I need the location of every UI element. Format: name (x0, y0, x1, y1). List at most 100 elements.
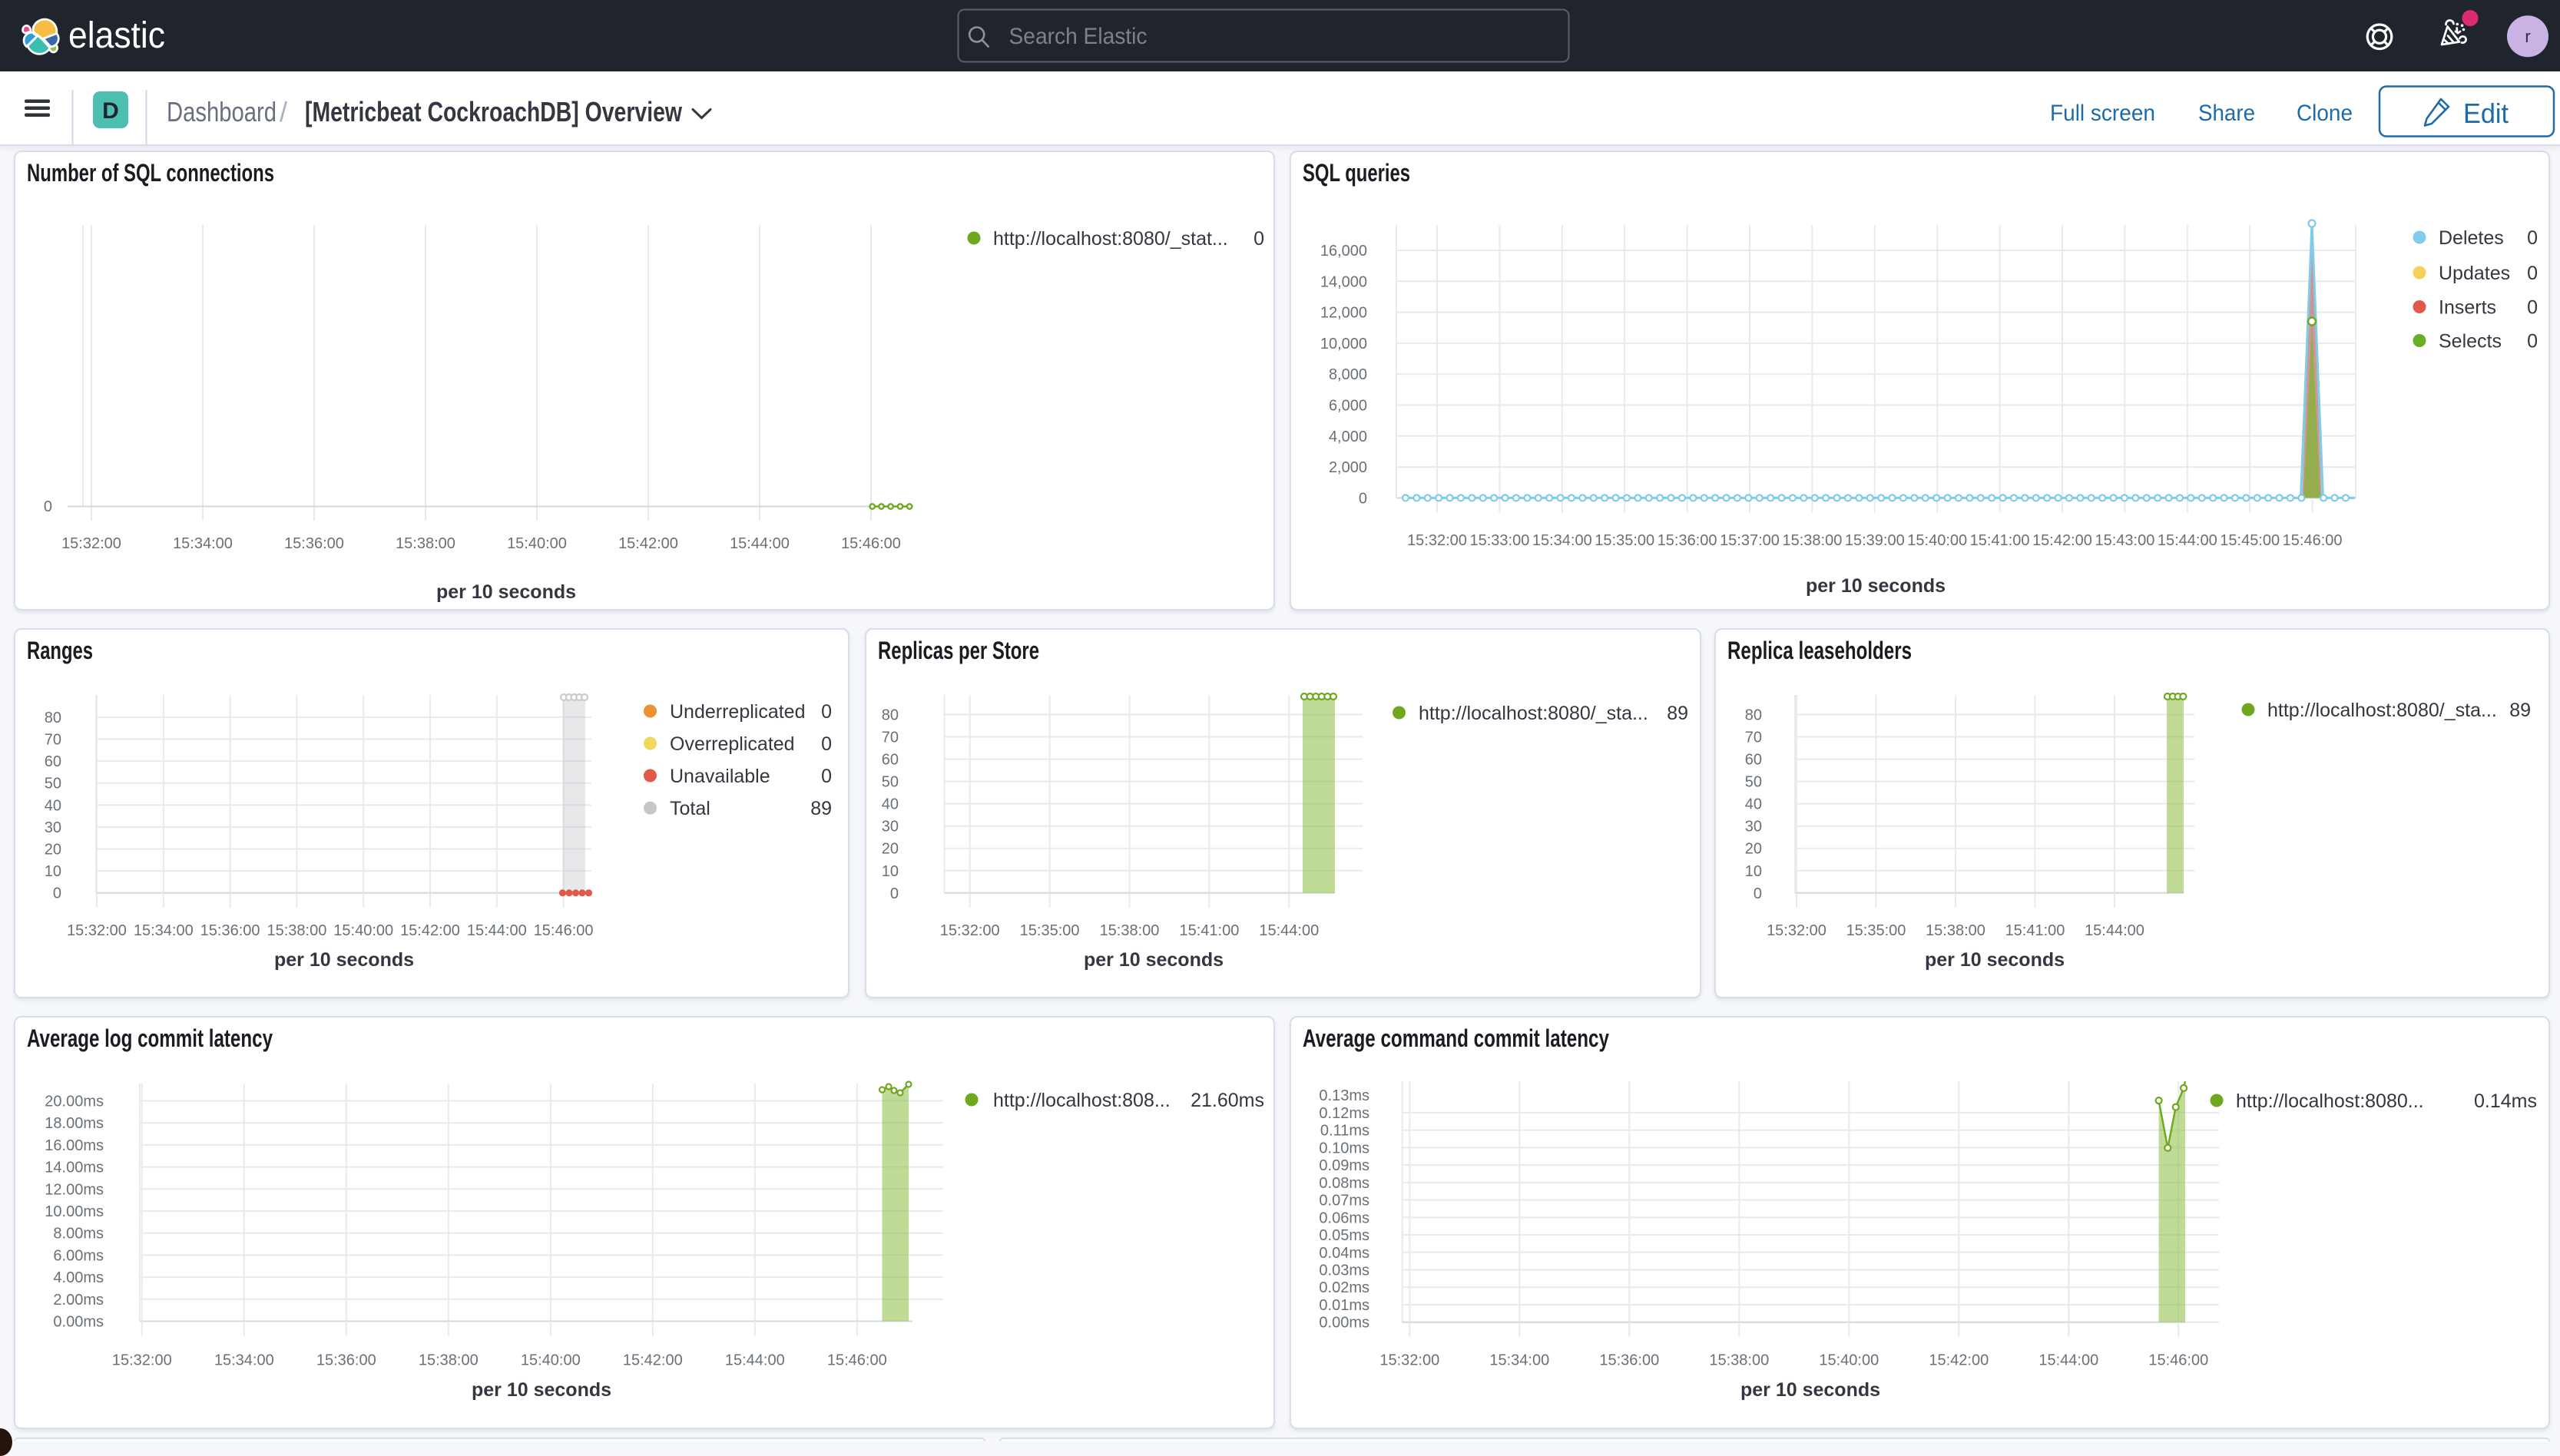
svg-text:15:39:00: 15:39:00 (1845, 532, 1905, 549)
svg-text:15:46:00: 15:46:00 (534, 922, 594, 939)
svg-text:30: 30 (1745, 819, 1762, 836)
svg-text:15:32:00: 15:32:00 (1407, 532, 1467, 549)
svg-text:30: 30 (45, 819, 61, 836)
svg-text:http://localhost:808...: http://localhost:808... (993, 1090, 1171, 1111)
svg-text:0: 0 (821, 733, 832, 755)
svg-text:16,000: 16,000 (1320, 243, 1367, 260)
svg-text:0.12ms: 0.12ms (1319, 1105, 1369, 1122)
svg-text:Updates: Updates (2439, 263, 2510, 284)
svg-text:Deletes: Deletes (2439, 227, 2504, 249)
svg-text:40: 40 (45, 797, 61, 814)
svg-text:15:35:00: 15:35:00 (1020, 922, 1080, 939)
svg-text:89: 89 (1667, 703, 1688, 724)
svg-text:0.07ms: 0.07ms (1319, 1193, 1369, 1209)
svg-text:0: 0 (1359, 490, 1367, 507)
svg-text:Ranges: Ranges (27, 637, 93, 664)
svg-text:16.00ms: 16.00ms (45, 1137, 104, 1154)
svg-text:per 10 seconds: per 10 seconds (1925, 949, 2065, 971)
svg-text:10: 10 (1745, 863, 1762, 880)
svg-text:20: 20 (1745, 841, 1762, 858)
svg-text:40: 40 (882, 796, 899, 813)
svg-text:per 10 seconds: per 10 seconds (436, 581, 576, 603)
svg-text:21.60ms: 21.60ms (1191, 1090, 1264, 1111)
svg-text:15:42:00: 15:42:00 (400, 922, 460, 939)
svg-text:15:44:00: 15:44:00 (1259, 922, 1319, 939)
svg-text:30: 30 (882, 819, 899, 836)
svg-text:0.00ms: 0.00ms (1319, 1315, 1369, 1332)
svg-text:15:38:00: 15:38:00 (419, 1352, 479, 1369)
svg-text:14.00ms: 14.00ms (45, 1160, 104, 1176)
svg-text:Replicas per Store: Replicas per Store (878, 637, 1039, 664)
svg-text:15:46:00: 15:46:00 (2148, 1352, 2208, 1369)
svg-text:0.10ms: 0.10ms (1319, 1140, 1369, 1157)
svg-text:15:43:00: 15:43:00 (2095, 532, 2154, 549)
svg-text:per 10 seconds: per 10 seconds (274, 949, 414, 971)
svg-text:Selects: Selects (2439, 331, 2502, 352)
svg-text:15:32:00: 15:32:00 (1767, 922, 1826, 939)
svg-text:0.05ms: 0.05ms (1319, 1227, 1369, 1244)
svg-text:Dashboard: Dashboard (167, 96, 277, 127)
svg-text:15:37:00: 15:37:00 (1720, 532, 1780, 549)
svg-text:Search Elastic: Search Elastic (1009, 24, 1148, 49)
svg-text:15:36:00: 15:36:00 (1658, 532, 1717, 549)
svg-text:Average log commit latency: Average log commit latency (27, 1024, 273, 1052)
svg-text:18.00ms: 18.00ms (45, 1115, 104, 1132)
svg-text:8.00ms: 8.00ms (53, 1226, 104, 1243)
svg-text:80: 80 (882, 707, 899, 724)
svg-text:15:38:00: 15:38:00 (396, 535, 455, 552)
svg-text:50: 50 (882, 774, 899, 791)
svg-text:0: 0 (890, 885, 899, 902)
svg-text:15:36:00: 15:36:00 (284, 535, 344, 552)
svg-text:Edit: Edit (2463, 98, 2509, 129)
svg-text:Replica leaseholders: Replica leaseholders (1727, 637, 1912, 664)
svg-text:15:41:00: 15:41:00 (1970, 532, 2030, 549)
svg-text:15:32:00: 15:32:00 (1379, 1352, 1439, 1369)
svg-text:per 10 seconds: per 10 seconds (1084, 949, 1224, 971)
svg-text:15:42:00: 15:42:00 (618, 535, 678, 552)
svg-text:15:38:00: 15:38:00 (1709, 1352, 1769, 1369)
svg-text:80: 80 (45, 710, 61, 726)
svg-text:15:44:00: 15:44:00 (2158, 532, 2217, 549)
svg-text:15:41:00: 15:41:00 (2005, 922, 2065, 939)
svg-text:10,000: 10,000 (1320, 336, 1367, 352)
svg-text:89: 89 (810, 798, 832, 819)
svg-text:15:35:00: 15:35:00 (1846, 922, 1906, 939)
svg-text:15:44:00: 15:44:00 (2038, 1352, 2098, 1369)
svg-text:15:46:00: 15:46:00 (2283, 532, 2343, 549)
svg-text:http://localhost:8080...: http://localhost:8080... (2236, 1090, 2424, 1112)
svg-text:70: 70 (45, 732, 61, 749)
svg-text:15:44:00: 15:44:00 (730, 535, 790, 552)
svg-text:15:45:00: 15:45:00 (2220, 532, 2280, 549)
svg-text:0: 0 (2527, 331, 2538, 352)
svg-text:15:40:00: 15:40:00 (521, 1352, 581, 1369)
svg-text:6.00ms: 6.00ms (53, 1247, 104, 1264)
svg-text:89: 89 (2509, 700, 2531, 721)
svg-text:D: D (102, 98, 119, 124)
svg-text:15:38:00: 15:38:00 (267, 922, 326, 939)
svg-text:12,000: 12,000 (1320, 305, 1367, 322)
svg-text:2.00ms: 2.00ms (53, 1292, 104, 1309)
svg-text:Share: Share (2198, 101, 2255, 126)
svg-text:per 10 seconds: per 10 seconds (472, 1379, 611, 1401)
svg-text:20: 20 (882, 841, 899, 858)
svg-text:Average command commit latency: Average command commit latency (1303, 1024, 1609, 1052)
svg-text:40: 40 (1745, 796, 1762, 813)
svg-text:15:34:00: 15:34:00 (1532, 532, 1592, 549)
svg-text:8,000: 8,000 (1329, 366, 1367, 383)
svg-text:15:38:00: 15:38:00 (1926, 922, 1985, 939)
svg-text:15:41:00: 15:41:00 (1179, 922, 1239, 939)
svg-text:0.03ms: 0.03ms (1319, 1262, 1369, 1279)
svg-text:[Metricbeat CockroachDB] Overv: [Metricbeat CockroachDB] Overview (305, 96, 683, 127)
svg-text:15:46:00: 15:46:00 (827, 1352, 887, 1369)
svg-text:0: 0 (821, 701, 832, 723)
svg-text:Number of SQL connections: Number of SQL connections (27, 159, 274, 187)
svg-text:http://localhost:8080/_stat...: http://localhost:8080/_stat... (993, 228, 1228, 250)
svg-text:elastic: elastic (68, 15, 165, 56)
svg-text:0: 0 (44, 498, 52, 515)
svg-text:50: 50 (45, 776, 61, 793)
svg-text:15:38:00: 15:38:00 (1100, 922, 1160, 939)
svg-text:0.08ms: 0.08ms (1319, 1175, 1369, 1192)
svg-text:6,000: 6,000 (1329, 398, 1367, 415)
svg-text:70: 70 (1745, 730, 1762, 746)
svg-text:60: 60 (882, 752, 899, 769)
